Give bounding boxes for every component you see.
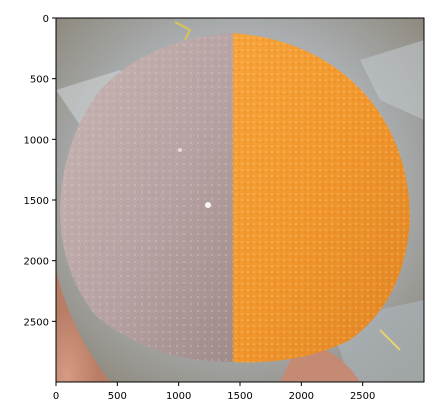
y-tick-label: 2000 [24, 257, 49, 268]
y-axis: 0 500 1000 1500 2000 2500 [24, 14, 56, 328]
y-tick-label: 1000 [24, 135, 49, 146]
x-tick-label: 2500 [350, 391, 375, 402]
y-tick-label: 0 [43, 14, 49, 25]
y-tick-label: 1500 [24, 196, 49, 207]
y-tick-label: 500 [30, 75, 49, 86]
x-tick-label: 0 [53, 391, 59, 402]
y-tick-label: 2500 [24, 317, 49, 328]
x-tick-label: 500 [108, 391, 127, 402]
photo-image [56, 18, 424, 382]
x-axis: 0 500 1000 1500 2000 2500 [53, 382, 375, 402]
x-tick-label: 1500 [227, 391, 252, 402]
x-tick-label: 2000 [289, 391, 314, 402]
x-tick-label: 1000 [166, 391, 191, 402]
